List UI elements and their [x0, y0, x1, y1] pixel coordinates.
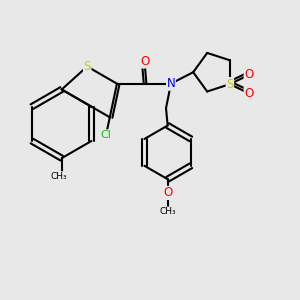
Text: CH₃: CH₃ [50, 172, 67, 181]
Text: Cl: Cl [100, 130, 112, 140]
Text: N: N [167, 77, 175, 90]
Text: S: S [226, 78, 234, 91]
Text: O: O [244, 87, 254, 100]
Text: O: O [140, 55, 149, 68]
Text: O: O [163, 186, 172, 200]
Text: CH₃: CH₃ [159, 207, 176, 216]
Text: S: S [83, 60, 91, 73]
Text: O: O [244, 68, 254, 82]
